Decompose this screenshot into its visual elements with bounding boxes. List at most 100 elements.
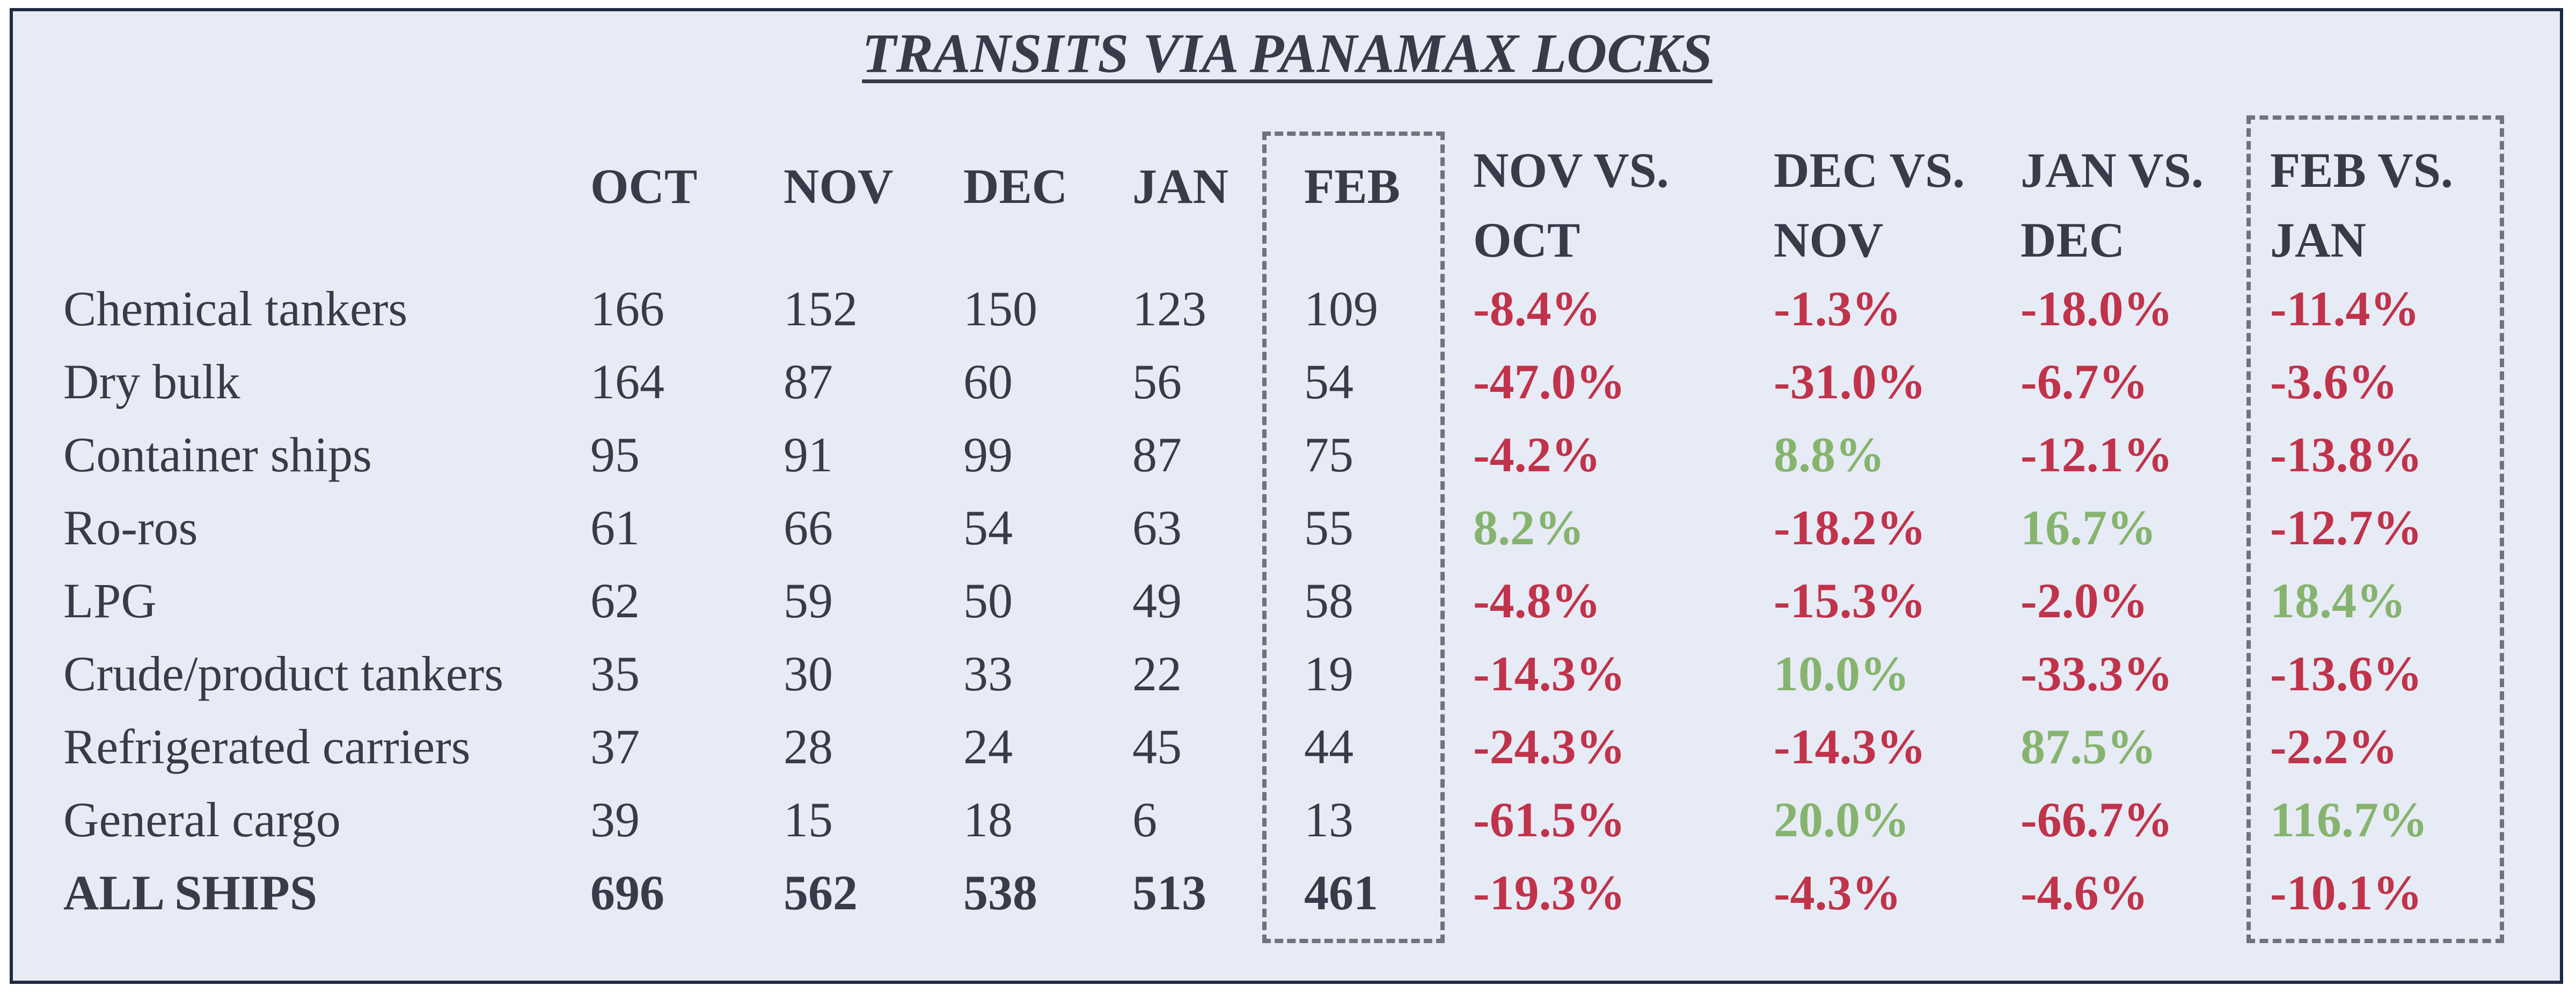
- table-cell-value: 91: [784, 427, 833, 482]
- column-header: FEB VS. JAN: [2270, 143, 2453, 267]
- table-cell-change: -31.0%: [1774, 354, 1926, 409]
- table-cell-value: 33: [963, 646, 1013, 701]
- table-cell-change: -11.4%: [2270, 281, 2420, 336]
- table-cell-value: 50: [963, 573, 1013, 628]
- table-cell-change: -4.2%: [1473, 427, 1601, 482]
- table-cell-change: -3.6%: [2270, 354, 2398, 409]
- table-cell-value: 18: [963, 792, 1013, 847]
- table-cell-value: 45: [1132, 719, 1182, 774]
- table-title: TRANSITS VIA PANAMAX LOCKS: [862, 23, 1713, 84]
- table-cell-value: 62: [590, 573, 640, 628]
- column-header: NOV VS. OCT: [1473, 143, 1669, 267]
- table-cell-change: 116.7%: [2270, 792, 2428, 847]
- table-cell-change: -12.1%: [2021, 427, 2173, 482]
- table-cell-change: 87.5%: [2021, 719, 2156, 774]
- table-cell-value: 461: [1304, 865, 1378, 920]
- table-cell-value: 30: [784, 646, 833, 701]
- table-cell-change: 18.4%: [2270, 573, 2406, 628]
- table-cell-change: -18.2%: [1774, 500, 1926, 555]
- table-cell-change: -4.3%: [1774, 865, 1901, 920]
- column-header: FEB: [1304, 159, 1400, 214]
- table-cell-value: 19: [1304, 646, 1353, 701]
- table-cell-value: 109: [1304, 281, 1378, 336]
- table-cell-value: 75: [1304, 427, 1353, 482]
- column-header: NOV: [784, 159, 894, 214]
- table-cell-value: 150: [963, 281, 1037, 336]
- table-cell-change: 16.7%: [2021, 500, 2156, 555]
- row-label: Container ships: [63, 427, 372, 482]
- table-cell-value: 152: [784, 281, 858, 336]
- row-label: Refrigerated carriers: [63, 719, 471, 774]
- table-cell-value: 24: [963, 719, 1013, 774]
- table-cell-value: 696: [590, 865, 664, 920]
- table-cell-value: 95: [590, 427, 640, 482]
- table-cell-change: -15.3%: [1774, 573, 1926, 628]
- table-cell-change: 20.0%: [1774, 792, 1909, 847]
- row-label: Crude/product tankers: [63, 646, 504, 701]
- table-cell-value: 49: [1132, 573, 1182, 628]
- table-cell-value: 164: [590, 354, 664, 409]
- table-cell-value: 61: [590, 500, 640, 555]
- table-cell-value: 99: [963, 427, 1013, 482]
- table-cell-change: -8.4%: [1473, 281, 1601, 336]
- table-cell-value: 37: [590, 719, 640, 774]
- table-cell-value: 54: [1304, 354, 1353, 409]
- table-cell-change: -2.2%: [2270, 719, 2398, 774]
- row-label: ALL SHIPS: [63, 865, 317, 920]
- table-cell-value: 58: [1304, 573, 1353, 628]
- table-cell-change: -61.5%: [1473, 792, 1626, 847]
- table-cell-value: 59: [784, 573, 833, 628]
- column-header: OCT: [590, 159, 698, 214]
- table-cell-change: 10.0%: [1774, 646, 1909, 701]
- table-cell-change: -47.0%: [1473, 354, 1626, 409]
- table-cell-value: 66: [784, 500, 833, 555]
- table-cell-change: 8.2%: [1473, 500, 1584, 555]
- table-cell-value: 60: [963, 354, 1013, 409]
- table-panel: [10, 8, 2563, 984]
- table-cell-value: 538: [963, 865, 1037, 920]
- table-cell-value: 6: [1132, 792, 1157, 847]
- table-cell-change: -18.0%: [2021, 281, 2173, 336]
- table-cell-value: 87: [784, 354, 833, 409]
- table-cell-value: 15: [784, 792, 833, 847]
- table-cell-change: -13.8%: [2270, 427, 2423, 482]
- row-label: Chemical tankers: [63, 281, 408, 336]
- table-cell-value: 166: [590, 281, 664, 336]
- column-header: DEC: [963, 159, 1068, 214]
- table-cell-value: 513: [1132, 865, 1206, 920]
- table-cell-change: -1.3%: [1774, 281, 1901, 336]
- table-cell-change: 8.8%: [1774, 427, 1885, 482]
- table-cell-value: 63: [1132, 500, 1182, 555]
- column-header: JAN VS. DEC: [2021, 143, 2204, 267]
- table-cell-change: -6.7%: [2021, 354, 2148, 409]
- table-cell-change: -10.1%: [2270, 865, 2423, 920]
- table-cell-value: 56: [1132, 354, 1182, 409]
- table-cell-value: 28: [784, 719, 833, 774]
- feb-highlight-box: [1262, 132, 1445, 943]
- feb-vs-jan-highlight-box: [2246, 115, 2504, 943]
- table-cell-value: 55: [1304, 500, 1353, 555]
- table-cell-value: 123: [1132, 281, 1206, 336]
- row-label: Ro-ros: [63, 500, 198, 555]
- table-cell-change: -19.3%: [1473, 865, 1626, 920]
- table-cell-change: -12.7%: [2270, 500, 2423, 555]
- table-cell-value: 562: [784, 865, 858, 920]
- table-cell-value: 39: [590, 792, 640, 847]
- column-header: DEC VS. NOV: [1774, 143, 1965, 267]
- column-header: JAN: [1132, 159, 1228, 214]
- table-cell-change: -66.7%: [2021, 792, 2173, 847]
- table-cell-change: -4.6%: [2021, 865, 2148, 920]
- table-cell-change: -2.0%: [2021, 573, 2148, 628]
- row-label: Dry bulk: [63, 354, 240, 409]
- table-cell-value: 44: [1304, 719, 1353, 774]
- row-label: LPG: [63, 573, 157, 628]
- table-cell-value: 87: [1132, 427, 1182, 482]
- table-cell-value: 54: [963, 500, 1013, 555]
- table-cell-value: 35: [590, 646, 640, 701]
- table-cell-change: -4.8%: [1473, 573, 1601, 628]
- table-cell-change: -13.6%: [2270, 646, 2423, 701]
- table-cell-value: 22: [1132, 646, 1182, 701]
- table-cell-change: -14.3%: [1473, 646, 1626, 701]
- table-cell-change: -14.3%: [1774, 719, 1926, 774]
- row-label: General cargo: [63, 792, 341, 847]
